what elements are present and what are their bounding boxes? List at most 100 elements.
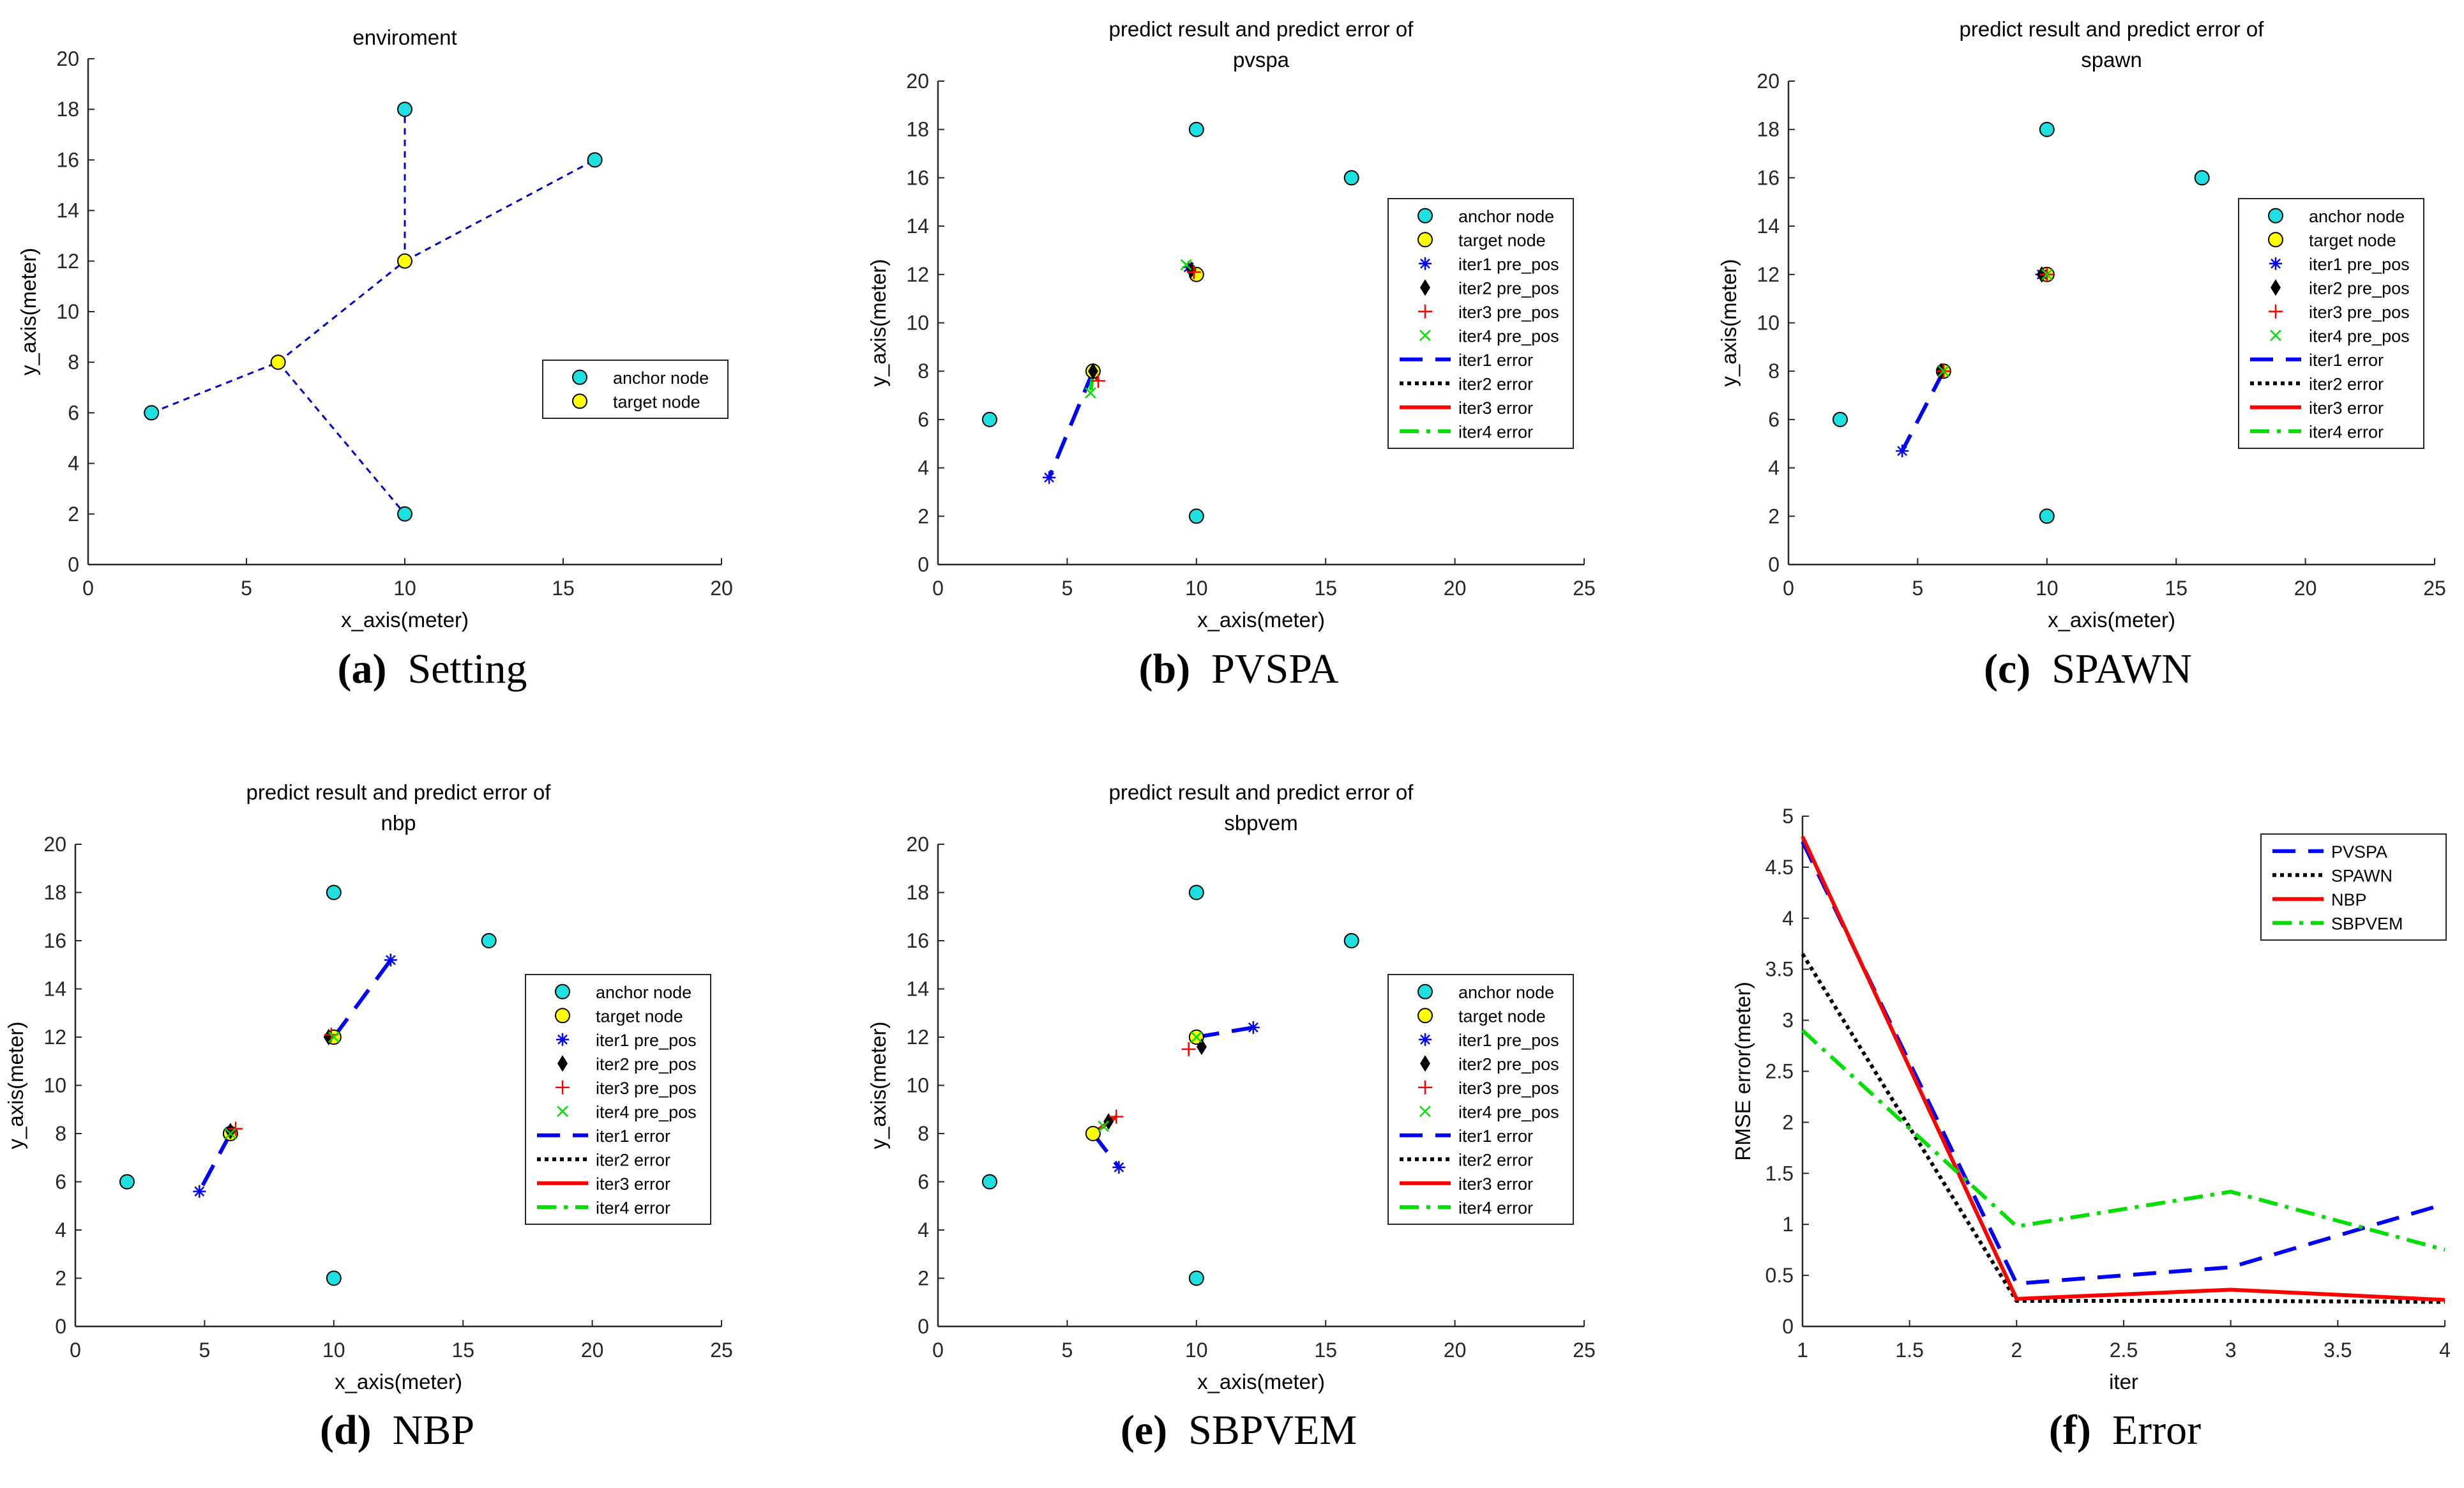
- y-tick-label: 2: [918, 1267, 929, 1290]
- y-tick-label: 20: [906, 833, 929, 856]
- x-tick-label: 10: [322, 1339, 345, 1362]
- x-axis-label: x_axis(meter): [335, 1370, 462, 1393]
- iter4-marker: [328, 1031, 340, 1043]
- legend-label: target node: [1458, 231, 1546, 250]
- y-tick-label: 2: [1768, 505, 1780, 528]
- y-tick-label: 16: [56, 148, 79, 171]
- y-axis-label: y_axis(meter): [4, 1022, 27, 1150]
- x-tick-label: 5: [241, 577, 252, 600]
- iter1-marker: [1112, 1160, 1126, 1174]
- y-tick-label: 4: [918, 457, 929, 480]
- panel-caption-b: (b) PVSPA: [1047, 645, 1430, 694]
- y-tick-label: 12: [906, 1026, 929, 1049]
- legend-label: iter3 pre_pos: [1458, 303, 1559, 322]
- y-axis-label: y_axis(meter): [866, 1022, 890, 1150]
- target-marker: [397, 253, 412, 269]
- legend-label: iter4 error: [1458, 1198, 1533, 1217]
- caption-letter: (f): [2048, 1407, 2091, 1454]
- caption-text: SBPVEM: [1188, 1407, 1357, 1454]
- x-tick-label: 10: [2036, 577, 2059, 600]
- iter4-marker: [224, 1128, 236, 1139]
- legend-swatch-iter3: [1418, 304, 1432, 319]
- iter4-marker: [1190, 1031, 1202, 1043]
- connection-line: [404, 159, 596, 262]
- y-tick-label: 10: [906, 1074, 929, 1097]
- x-axis-label: x_axis(meter): [1197, 608, 1325, 632]
- y-tick-label: 0: [1768, 553, 1780, 576]
- x-tick-label: 5: [199, 1339, 211, 1362]
- x-tick-label: 25: [1573, 1339, 1596, 1362]
- legend-label: iter2 pre_pos: [596, 1054, 697, 1074]
- legend-label: iter1 error: [596, 1127, 670, 1146]
- y-tick-label: 4: [55, 1218, 66, 1241]
- legend-swatch-iter4: [557, 1105, 568, 1118]
- y-axis-label: y_axis(meter): [866, 259, 890, 387]
- x-tick-label: 20: [581, 1339, 604, 1362]
- chart-title: sbpvem: [1224, 811, 1298, 835]
- y-tick-label: 16: [43, 929, 66, 952]
- legend-swatch-iter3: [1418, 1080, 1432, 1095]
- y-tick-label: 12: [906, 263, 929, 286]
- iter3-marker: [1091, 374, 1105, 388]
- legend-label: target node: [613, 392, 700, 411]
- x-tick-label: 4: [2439, 1339, 2451, 1362]
- x-tick-label: 15: [2165, 577, 2188, 600]
- panel-caption-e: (e) SBPVEM: [1047, 1406, 1430, 1455]
- y-tick-label: 18: [56, 98, 79, 121]
- connection-line: [277, 361, 406, 515]
- y-tick-label: 14: [56, 199, 79, 222]
- legend-label: iter1 pre_pos: [1458, 255, 1559, 274]
- legend-label: iter2 error: [1458, 374, 1533, 393]
- x-tick-label: 25: [1573, 577, 1596, 600]
- legend-swatch-iter1: [2269, 257, 2282, 270]
- x-axis-label: x_axis(meter): [1197, 1370, 1325, 1393]
- x-tick-label: 20: [1444, 1339, 1467, 1362]
- anchor-marker: [2194, 170, 2210, 186]
- y-tick-label: 0: [1782, 1315, 1794, 1338]
- y-tick-label: 14: [1757, 215, 1780, 238]
- iter4-marker: [1180, 259, 1192, 271]
- legend-label: iter3 error: [2309, 399, 2384, 418]
- legend-label: iter3 error: [1458, 1174, 1533, 1194]
- anchor-marker: [2039, 121, 2055, 137]
- panel-caption-f: (f) Error: [1933, 1406, 2317, 1455]
- legend-label: iter2 error: [596, 1150, 670, 1169]
- chart-title: predict result and predict error of: [1109, 780, 1414, 804]
- anchor-marker: [981, 1174, 997, 1190]
- y-tick-label: 8: [1768, 360, 1780, 383]
- series-line-spawn: [1801, 953, 2445, 1304]
- legend-swatch-anchor: [1417, 208, 1433, 224]
- legend-swatch-iter1: [556, 1033, 569, 1046]
- legend-label: anchor node: [1458, 207, 1554, 226]
- anchor-marker: [1188, 121, 1204, 137]
- legend-label: target node: [596, 1006, 683, 1026]
- iter1-marker: [384, 953, 397, 967]
- anchor-marker: [1188, 508, 1204, 524]
- y-tick-label: 0: [55, 1315, 66, 1338]
- y-tick-label: 8: [55, 1122, 66, 1145]
- iter2-marker: [1196, 1038, 1207, 1056]
- iter1-marker: [1246, 1021, 1260, 1034]
- iter1-marker: [1896, 444, 1909, 458]
- legend-label: iter2 pre_pos: [1458, 1054, 1559, 1074]
- y-tick-label: 10: [906, 312, 929, 335]
- legend-label: iter4 error: [596, 1198, 670, 1217]
- legend-label: iter1 pre_pos: [596, 1031, 697, 1050]
- anchor-marker: [981, 411, 997, 427]
- anchor-marker: [1188, 1270, 1204, 1286]
- x-tick-label: 20: [2294, 577, 2317, 600]
- legend-label: iter1 error: [2309, 351, 2384, 370]
- legend-label: iter2 pre_pos: [2309, 278, 2410, 298]
- y-tick-label: 20: [1757, 70, 1780, 93]
- target-marker: [1085, 1126, 1101, 1141]
- chart-title: predict result and predict error of: [1109, 17, 1414, 41]
- iter3-marker: [1109, 1109, 1124, 1124]
- error-segment-iter1: [332, 959, 393, 1038]
- anchor-marker: [1188, 884, 1204, 900]
- y-tick-label: 0.5: [1765, 1264, 1794, 1287]
- y-tick-label: 20: [43, 833, 66, 856]
- y-tick-label: 20: [906, 70, 929, 93]
- iter4-marker: [1098, 1120, 1109, 1132]
- iter4-marker: [1937, 365, 1949, 377]
